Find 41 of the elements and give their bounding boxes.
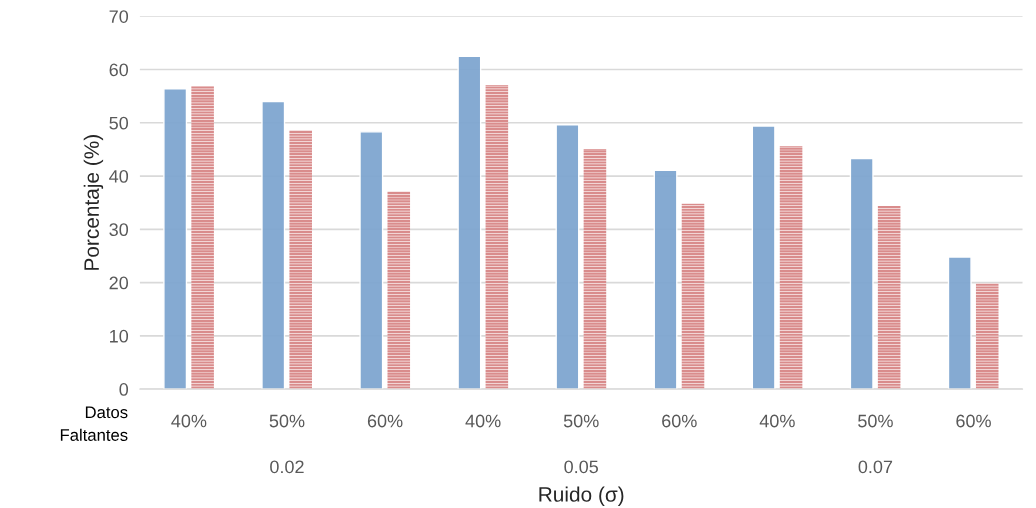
bar [975, 283, 999, 390]
x-tick-label: 40% [759, 414, 795, 428]
bar [261, 100, 286, 390]
x-tick-label: 40% [171, 414, 207, 428]
text: 0.05 [564, 460, 599, 474]
y-tick-label: 30 [109, 223, 129, 237]
bar [653, 169, 678, 390]
x-tick-label: 60% [662, 414, 697, 428]
x-tick-label: 50% [269, 414, 305, 428]
bar [751, 125, 776, 390]
x-axis-title: Ruido (σ) [539, 486, 624, 506]
x-tick-label: 60% [956, 414, 991, 428]
y-tick-label: 20 [109, 276, 129, 290]
bar [877, 205, 901, 390]
bar [359, 131, 384, 390]
bar [681, 203, 705, 390]
bar [555, 124, 580, 390]
text: Datos Faltantes [60, 406, 128, 441]
y-tick-label: 60 [109, 63, 129, 77]
bar [779, 146, 803, 390]
text: 0.07 [858, 460, 893, 474]
y-tick-label: 70 [109, 10, 129, 23]
x-tick-label: 50% [858, 414, 893, 428]
y-tick-label: 0 [119, 383, 129, 396]
bar [289, 130, 312, 390]
y-axis-title: Porcentaje (%) [83, 135, 104, 270]
bar [583, 148, 607, 390]
y-tick-label: 50 [109, 116, 129, 130]
y-tick-label: 10 [110, 329, 129, 343]
bar [947, 256, 972, 390]
x-tick-label: 40% [465, 414, 501, 428]
bar [163, 88, 188, 390]
x-tick-label: 60% [367, 414, 403, 428]
y-tick-label: 40 [109, 169, 129, 183]
bar [387, 191, 411, 390]
text: 0.02 [270, 460, 304, 474]
bar [849, 157, 874, 390]
bar [485, 84, 509, 390]
bar [191, 86, 214, 390]
bar [457, 55, 482, 390]
x-tick-label: 50% [563, 414, 599, 428]
